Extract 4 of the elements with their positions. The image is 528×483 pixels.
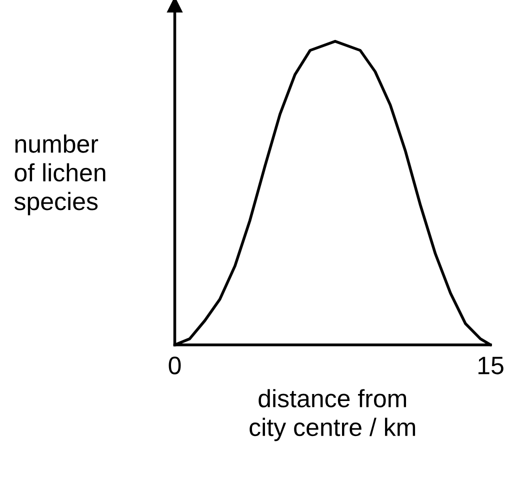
x-tick-label: 0 [168, 356, 181, 374]
x-tick-label: 15 [478, 356, 504, 374]
y-axis-title: number of lichen species [14, 134, 106, 216]
x-axis-title: distance from city centre / km [250, 389, 416, 442]
